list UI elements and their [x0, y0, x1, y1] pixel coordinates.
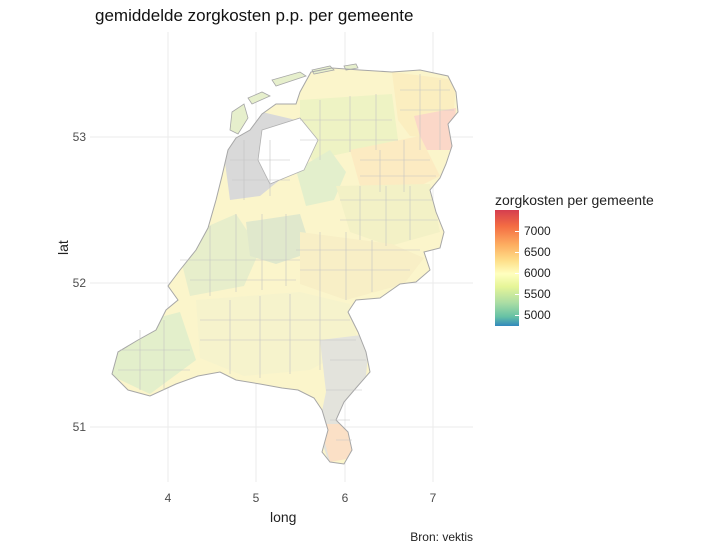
source-caption: Bron: vektis	[410, 530, 473, 544]
legend-tick-6000: 6000	[524, 266, 551, 280]
x-tick-5: 5	[253, 491, 260, 505]
legend-tick-5000: 5000	[524, 308, 551, 322]
legend-colorbar	[495, 210, 519, 326]
legend-mark-5000	[515, 315, 519, 316]
island-texel	[229, 103, 249, 135]
region-drenthe	[350, 136, 440, 196]
region-friesland	[300, 94, 398, 160]
y-tick-labels: 53 52 51	[73, 130, 87, 434]
x-tick-6: 6	[342, 491, 349, 505]
y-tick-51: 51	[73, 420, 87, 434]
region-groningen-east	[414, 108, 456, 150]
region-overijssel	[336, 184, 440, 246]
region-gelderland	[300, 232, 424, 300]
island-vlieland	[247, 91, 271, 105]
y-tick-53: 53	[73, 130, 87, 144]
chart-title: gemiddelde zorgkosten p.p. per gemeente	[95, 6, 414, 25]
region-limburg-south	[320, 424, 352, 462]
region-utrecht	[246, 214, 312, 264]
legend-mark-7000	[515, 231, 519, 232]
island-terschelling	[271, 71, 307, 87]
legend-tick-5500: 5500	[524, 287, 551, 301]
legend-title: zorgkosten per gemeente	[495, 192, 654, 208]
x-tick-labels: 4 5 6 7	[165, 491, 437, 505]
legend-tick-7000: 7000	[524, 224, 551, 238]
legend-mark-5500	[515, 294, 519, 295]
region-flevoland	[296, 150, 346, 206]
x-tick-4: 4	[165, 491, 172, 505]
region-brabant	[196, 292, 358, 376]
map-outline	[111, 67, 459, 465]
legend-mark-6500	[515, 252, 519, 253]
x-axis-label: long	[270, 509, 297, 525]
municipality-borders	[118, 74, 454, 441]
y-tick-52: 52	[73, 276, 87, 290]
legend-mark-6000	[515, 273, 519, 274]
legend-tick-6500: 6500	[524, 245, 551, 259]
x-tick-7: 7	[430, 491, 437, 505]
y-axis-label: lat	[55, 240, 71, 255]
